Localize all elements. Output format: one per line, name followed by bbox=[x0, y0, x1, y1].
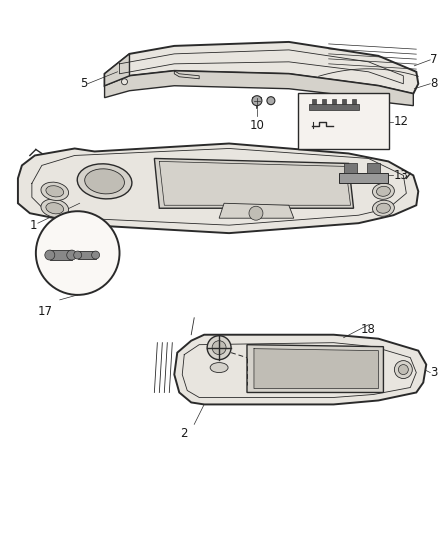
Polygon shape bbox=[78, 251, 95, 259]
Ellipse shape bbox=[46, 185, 64, 197]
Polygon shape bbox=[352, 99, 356, 103]
Circle shape bbox=[67, 250, 77, 260]
Text: 5: 5 bbox=[80, 77, 88, 90]
Ellipse shape bbox=[377, 187, 390, 196]
Ellipse shape bbox=[77, 164, 132, 199]
Text: 18: 18 bbox=[361, 323, 376, 336]
Circle shape bbox=[92, 251, 99, 259]
Polygon shape bbox=[105, 71, 413, 106]
Text: 10: 10 bbox=[250, 119, 265, 132]
Polygon shape bbox=[342, 99, 346, 103]
Polygon shape bbox=[105, 54, 130, 86]
Polygon shape bbox=[343, 164, 357, 173]
Text: 2: 2 bbox=[180, 427, 188, 440]
Circle shape bbox=[121, 79, 127, 85]
Text: 8: 8 bbox=[430, 77, 438, 90]
Circle shape bbox=[249, 206, 263, 220]
Circle shape bbox=[207, 336, 231, 360]
Polygon shape bbox=[321, 99, 326, 103]
Polygon shape bbox=[339, 173, 389, 183]
Polygon shape bbox=[332, 99, 336, 103]
Circle shape bbox=[394, 361, 412, 378]
Text: 17: 17 bbox=[37, 305, 52, 318]
Polygon shape bbox=[309, 103, 359, 110]
Ellipse shape bbox=[46, 203, 64, 214]
Text: 3: 3 bbox=[430, 366, 438, 379]
Ellipse shape bbox=[41, 199, 69, 217]
Text: 7: 7 bbox=[430, 53, 438, 66]
Circle shape bbox=[399, 365, 408, 375]
FancyBboxPatch shape bbox=[298, 93, 389, 149]
Polygon shape bbox=[174, 335, 426, 405]
Polygon shape bbox=[105, 42, 418, 94]
Circle shape bbox=[252, 96, 262, 106]
Polygon shape bbox=[18, 143, 418, 233]
Circle shape bbox=[267, 96, 275, 104]
Ellipse shape bbox=[372, 183, 394, 199]
Circle shape bbox=[212, 341, 226, 354]
Ellipse shape bbox=[372, 200, 394, 216]
Text: 1: 1 bbox=[30, 219, 37, 232]
Ellipse shape bbox=[41, 182, 69, 200]
Circle shape bbox=[36, 211, 120, 295]
Polygon shape bbox=[247, 345, 383, 392]
Ellipse shape bbox=[210, 362, 228, 373]
Polygon shape bbox=[219, 203, 294, 218]
Ellipse shape bbox=[377, 203, 390, 213]
Polygon shape bbox=[50, 250, 72, 260]
Ellipse shape bbox=[85, 169, 124, 194]
Polygon shape bbox=[154, 158, 353, 208]
Circle shape bbox=[45, 250, 55, 260]
Text: 13: 13 bbox=[393, 169, 408, 182]
Polygon shape bbox=[254, 349, 378, 389]
Text: 12: 12 bbox=[393, 115, 408, 128]
Circle shape bbox=[74, 251, 81, 259]
Polygon shape bbox=[367, 164, 381, 173]
Polygon shape bbox=[312, 99, 316, 103]
